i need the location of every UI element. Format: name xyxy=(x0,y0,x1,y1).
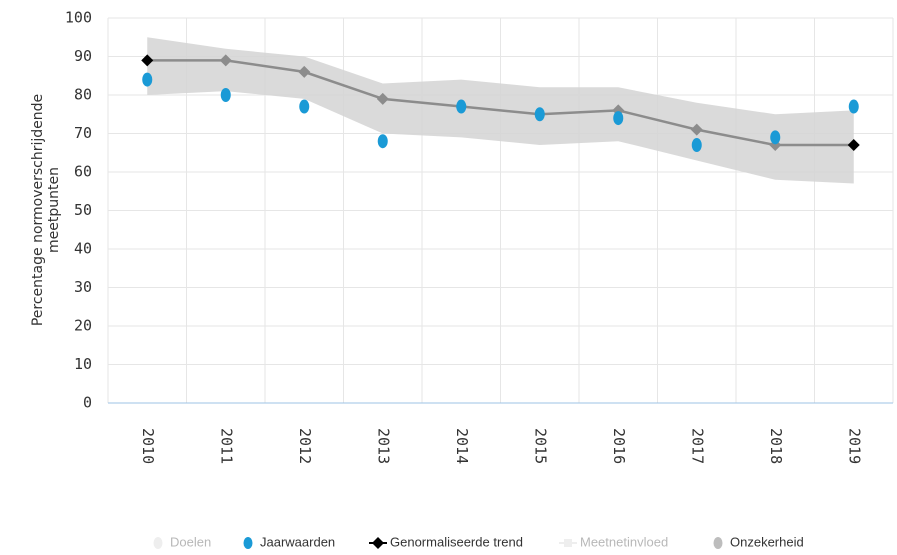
y-tick-label: 50 xyxy=(74,201,92,219)
legend-item: Onzekerheid xyxy=(713,534,804,549)
legend-symbol xyxy=(243,537,253,549)
trend-marker xyxy=(847,139,860,152)
y-tick-label: 0 xyxy=(83,394,92,412)
x-tick-label: 2018 xyxy=(767,428,785,464)
trend-marker xyxy=(376,92,389,105)
legend-item: Jaarwaarden xyxy=(243,534,335,549)
year-point xyxy=(220,88,231,102)
x-tick-label: 2017 xyxy=(688,428,706,464)
y-tick-label: 100 xyxy=(65,9,92,27)
y-tick-label: 70 xyxy=(74,124,92,142)
trend-marker xyxy=(219,54,232,67)
x-tick-label: 2013 xyxy=(374,428,392,464)
y-tick-label: 90 xyxy=(74,47,92,65)
trend-marker xyxy=(141,54,154,67)
legend-item: Meetnetinvloed xyxy=(559,534,668,549)
trend-marker xyxy=(298,65,311,78)
y-tick-label: 60 xyxy=(74,163,92,181)
year-point xyxy=(456,99,467,114)
y-axis-title: Percentage normoverschrijdende meetpunte… xyxy=(30,94,62,326)
x-tick-label: 2010 xyxy=(139,428,157,464)
legend-label: Onzekerheid xyxy=(730,534,804,549)
legend-label: Doelen xyxy=(170,534,211,549)
legend-item: Doelen xyxy=(153,534,211,549)
year-point xyxy=(770,130,781,145)
x-tick-label: 2019 xyxy=(845,428,863,464)
legend-label: Jaarwaarden xyxy=(260,534,335,549)
year-point xyxy=(377,134,388,149)
legend-label: Genormaliseerde trend xyxy=(390,534,523,549)
x-tick-label: 2011 xyxy=(217,428,235,464)
y-tick-label: 10 xyxy=(74,355,92,373)
x-tick-label: 2014 xyxy=(453,428,471,464)
trend-line xyxy=(147,59,854,147)
y-tick-label: 30 xyxy=(74,278,92,296)
year-point xyxy=(142,72,153,87)
y-tick-label: 20 xyxy=(74,317,92,335)
year-point xyxy=(534,107,545,122)
x-tick-label: 2016 xyxy=(610,428,628,464)
legend-item: Genormaliseerde trend xyxy=(369,534,523,549)
legend-symbol xyxy=(564,539,572,547)
y-tick-label: 40 xyxy=(74,240,92,258)
y-axis-title-line: meetpunten xyxy=(46,167,62,253)
x-tick-label: 2015 xyxy=(531,428,549,464)
trend-marker xyxy=(690,123,703,136)
year-point xyxy=(299,99,310,114)
year-point xyxy=(613,111,624,126)
legend-symbol xyxy=(713,537,723,549)
legend-symbol xyxy=(153,537,163,549)
year-point xyxy=(691,138,702,153)
year-point xyxy=(848,99,859,114)
y-axis-title-line: Percentage normoverschrijdende xyxy=(30,94,46,326)
y-tick-label: 80 xyxy=(74,86,92,104)
legend-symbol xyxy=(372,537,384,549)
x-tick-label: 2012 xyxy=(296,428,314,464)
legend-label: Meetnetinvloed xyxy=(580,534,668,549)
